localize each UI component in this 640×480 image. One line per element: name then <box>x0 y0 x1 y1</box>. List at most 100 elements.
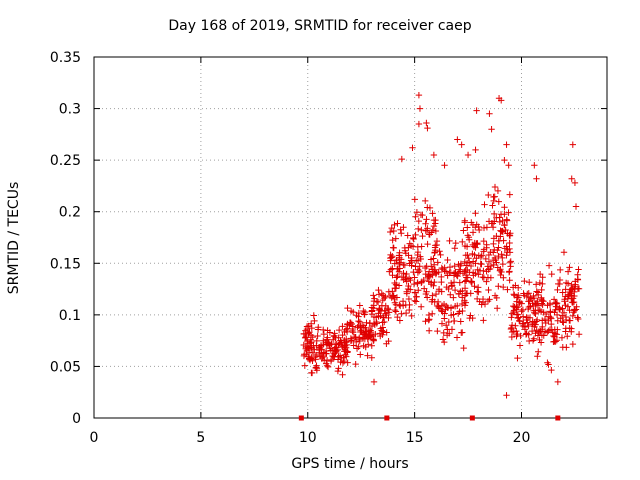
data-point <box>505 162 512 169</box>
data-point <box>506 191 513 198</box>
data-point <box>411 274 418 281</box>
data-point <box>503 243 510 250</box>
data-point <box>360 329 367 336</box>
data-point <box>525 279 533 286</box>
data-point <box>471 283 478 290</box>
data-point <box>395 282 403 289</box>
data-point <box>415 217 422 225</box>
data-point <box>482 255 490 263</box>
data-point <box>445 318 452 326</box>
data-point <box>308 369 316 377</box>
data-point <box>328 356 335 364</box>
data-point <box>430 261 438 268</box>
data-point <box>415 91 423 99</box>
plot-border <box>93 56 608 419</box>
data-point <box>336 352 344 359</box>
data-point <box>440 300 448 308</box>
data-point <box>537 339 545 346</box>
data-point <box>498 228 505 235</box>
data-point <box>438 288 445 295</box>
data-point <box>320 326 327 334</box>
data-point <box>472 210 479 217</box>
data-point <box>419 232 426 240</box>
data-point <box>564 332 571 340</box>
data-point <box>553 331 561 338</box>
data-point <box>314 332 321 340</box>
data-point <box>548 366 555 374</box>
data-point <box>535 291 542 299</box>
data-point <box>461 278 469 285</box>
data-point <box>508 322 516 329</box>
data-point <box>438 320 446 327</box>
data-point <box>485 286 492 294</box>
data-point <box>488 126 495 133</box>
data-point <box>409 234 417 242</box>
data-point <box>507 325 515 333</box>
data-point <box>410 235 417 243</box>
data-point <box>554 286 561 294</box>
data-point <box>365 334 373 341</box>
data-point <box>410 268 417 276</box>
data-point <box>454 136 461 143</box>
data-point <box>370 378 378 386</box>
data-point <box>566 264 573 271</box>
data-point <box>390 227 397 235</box>
data-point <box>459 287 466 295</box>
data-point <box>465 255 472 262</box>
data-point <box>361 311 368 318</box>
x-tick-label: 10 <box>299 430 317 446</box>
data-point <box>370 292 377 299</box>
data-point <box>434 327 441 335</box>
x-axis-label: GPS time / hours <box>291 456 409 472</box>
data-point <box>444 304 451 311</box>
data-points <box>300 91 583 399</box>
data-point <box>391 221 398 229</box>
data-point <box>539 317 546 324</box>
data-point <box>460 227 467 234</box>
data-point <box>459 238 466 246</box>
data-point <box>415 287 422 294</box>
data-point <box>331 330 338 337</box>
data-point <box>404 232 411 239</box>
y-tick-label: 0.25 <box>50 153 81 169</box>
data-point <box>423 294 431 301</box>
data-point <box>365 326 373 334</box>
data-point <box>519 320 526 328</box>
data-point <box>534 298 541 305</box>
data-point <box>568 281 575 289</box>
data-point <box>396 301 403 309</box>
data-point <box>414 266 422 273</box>
data-point <box>303 347 311 354</box>
data-point <box>518 308 525 315</box>
data-point <box>399 298 407 305</box>
data-point <box>480 237 487 245</box>
data-point <box>300 330 308 337</box>
data-point <box>389 271 396 279</box>
data-point <box>485 258 493 265</box>
data-point <box>326 329 334 336</box>
data-point <box>425 327 433 334</box>
data-point <box>427 256 435 263</box>
data-point <box>398 273 406 281</box>
data-point <box>388 254 395 261</box>
data-point <box>569 340 577 348</box>
data-point <box>396 317 404 324</box>
data-point <box>485 191 492 199</box>
data-point <box>305 329 312 337</box>
data-point <box>418 243 425 250</box>
data-point <box>475 226 483 234</box>
data-point <box>501 204 508 211</box>
data-point <box>490 235 498 242</box>
data-point <box>407 276 414 284</box>
data-point <box>432 227 440 235</box>
data-point <box>380 314 387 321</box>
data-point <box>503 252 510 259</box>
data-point <box>369 335 377 343</box>
data-point <box>545 317 552 324</box>
data-point <box>542 310 550 318</box>
data-point <box>325 340 333 347</box>
y-tick-label: 0.3 <box>59 102 81 118</box>
data-point <box>425 316 432 324</box>
data-point <box>529 337 537 344</box>
data-point <box>422 197 429 205</box>
